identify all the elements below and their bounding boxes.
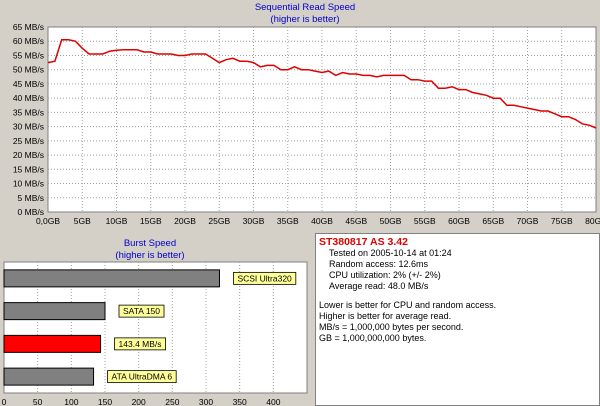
x-tick-label: 100 — [64, 397, 78, 406]
bar-label-box — [114, 337, 166, 351]
series-line — [47, 39, 597, 129]
note-line: Lower is better for CPU and random acces… — [319, 300, 497, 310]
y-tick-label: 35 MB/s — [13, 107, 44, 117]
bar — [3, 334, 102, 353]
x-tick-label: 350 — [233, 397, 247, 406]
sequential-read-chart: Sequential Read Speed (higher is better)… — [13, 2, 600, 226]
x-tick-label: 0,0GB — [36, 216, 60, 226]
x-tick-label: 50GB — [380, 216, 402, 226]
x-tick-label: 60GB — [448, 216, 470, 226]
y-tick-label: 45 MB/s — [13, 79, 44, 89]
y-tick-label: 65 MB/s — [13, 22, 44, 32]
y-tick-label: 15 MB/s — [13, 164, 44, 174]
y-tick-label: 60 MB/s — [13, 36, 44, 46]
sequential-read-line — [47, 39, 597, 129]
x-tick-label: 55GB — [414, 216, 436, 226]
bars: SCSI Ultra320 SATA 150 143.4 MB/s ATA Ultra… — [3, 269, 297, 386]
x-tick-label: 25GB — [208, 216, 230, 226]
x-tick-label: 400 — [266, 397, 280, 406]
bar-label: SATA 150 — [123, 306, 160, 316]
info-cpu-utilization: CPU utilization: 2% (+/- 2%) — [329, 270, 441, 280]
x-tick-label: 250 — [165, 397, 179, 406]
x-tick-label: 150 — [98, 397, 112, 406]
y-tick-label: 5 MB/s — [18, 193, 44, 203]
x-tick-label: 45GB — [345, 216, 367, 226]
x-tick-label: 75GB — [551, 216, 573, 226]
x-tick-label: 300 — [199, 397, 213, 406]
x-tick-label: 50 — [33, 397, 43, 406]
y-tick-label: 50 MB/s — [13, 65, 44, 75]
y-tick-label: 30 MB/s — [13, 122, 44, 132]
y-tick-label: 40 MB/s — [13, 93, 44, 103]
y-tick-label: 10 MB/s — [13, 179, 44, 189]
x-tick-label: 5GB — [74, 216, 91, 226]
drive-info-panel: ST380817 AS 3.42 Tested on 2005-10-14 at… — [315, 233, 600, 406]
bar-label: ATA UltraDMA 6 — [112, 372, 173, 382]
info-average-read: Average read: 48.0 MB/s — [329, 281, 429, 291]
x-tick-label: 0 — [2, 397, 7, 406]
bar-label-box — [118, 304, 165, 318]
x-tick-label: 65GB — [482, 216, 504, 226]
bar-label-box — [233, 271, 297, 285]
y-tick-label: 20 MB/s — [13, 150, 44, 160]
x-tick-label: 200 — [132, 397, 146, 406]
notes: Lower is better for CPU and random acces… — [319, 300, 596, 344]
chart-subtitle: (higher is better) — [115, 250, 184, 261]
chart-subtitle: (higher is better) — [270, 14, 339, 25]
x-tick-label: 35GB — [277, 216, 299, 226]
x-tick-label: 30GB — [243, 216, 265, 226]
x-tick-label: 70GB — [517, 216, 539, 226]
drive-model-title: ST380817 AS 3.42 — [319, 236, 408, 248]
bar — [3, 302, 106, 321]
x-tick-label: 10GB — [106, 216, 128, 226]
chart-title: Burst Speed — [124, 238, 176, 249]
y-tick-label: 25 MB/s — [13, 136, 44, 146]
y-tick-label: 55 MB/s — [13, 50, 44, 60]
bar — [3, 269, 220, 288]
info-random-access: Random access: 12.6ms — [329, 259, 429, 269]
y-tick-label: 0 MB/s — [18, 207, 44, 217]
x-axis-ticks: 0,0GB 5GB 10GB 15GB 20GB 25GB 30GB 35GB 40GB 45GB… — [36, 216, 600, 226]
y-axis-ticks: 0 MB/s 5 MB/s 10 MB/s 15 MB/s 20 MB/s 25 MB/s… — [13, 22, 44, 217]
bar-label: 143.4 MB/s — [119, 339, 162, 349]
bar-label-box — [107, 370, 177, 384]
info-tested-on: Tested on 2005-10-14 at 01:24 — [329, 248, 452, 258]
note-line: Higher is better for average read. — [319, 311, 452, 321]
bar-label: SCSI Ultra320 — [237, 273, 292, 283]
burst-speed-chart: Burst Speed (higher is better) SCSI Ultr… — [2, 238, 308, 406]
x-tick-label: 20GB — [174, 216, 196, 226]
note-line: MB/s = 1,000,000 bytes per second. — [319, 322, 464, 332]
grid — [48, 27, 596, 212]
x-tick-label: 15GB — [140, 216, 162, 226]
bar — [3, 367, 95, 386]
x-axis-ticks: 0 50 100 150 200 250 300 350 400 — [2, 397, 281, 406]
x-tick-label: 40GB — [311, 216, 333, 226]
note-line: GB = 1,000,000,000 bytes. — [319, 333, 427, 343]
chart-title: Sequential Read Speed — [255, 2, 355, 13]
